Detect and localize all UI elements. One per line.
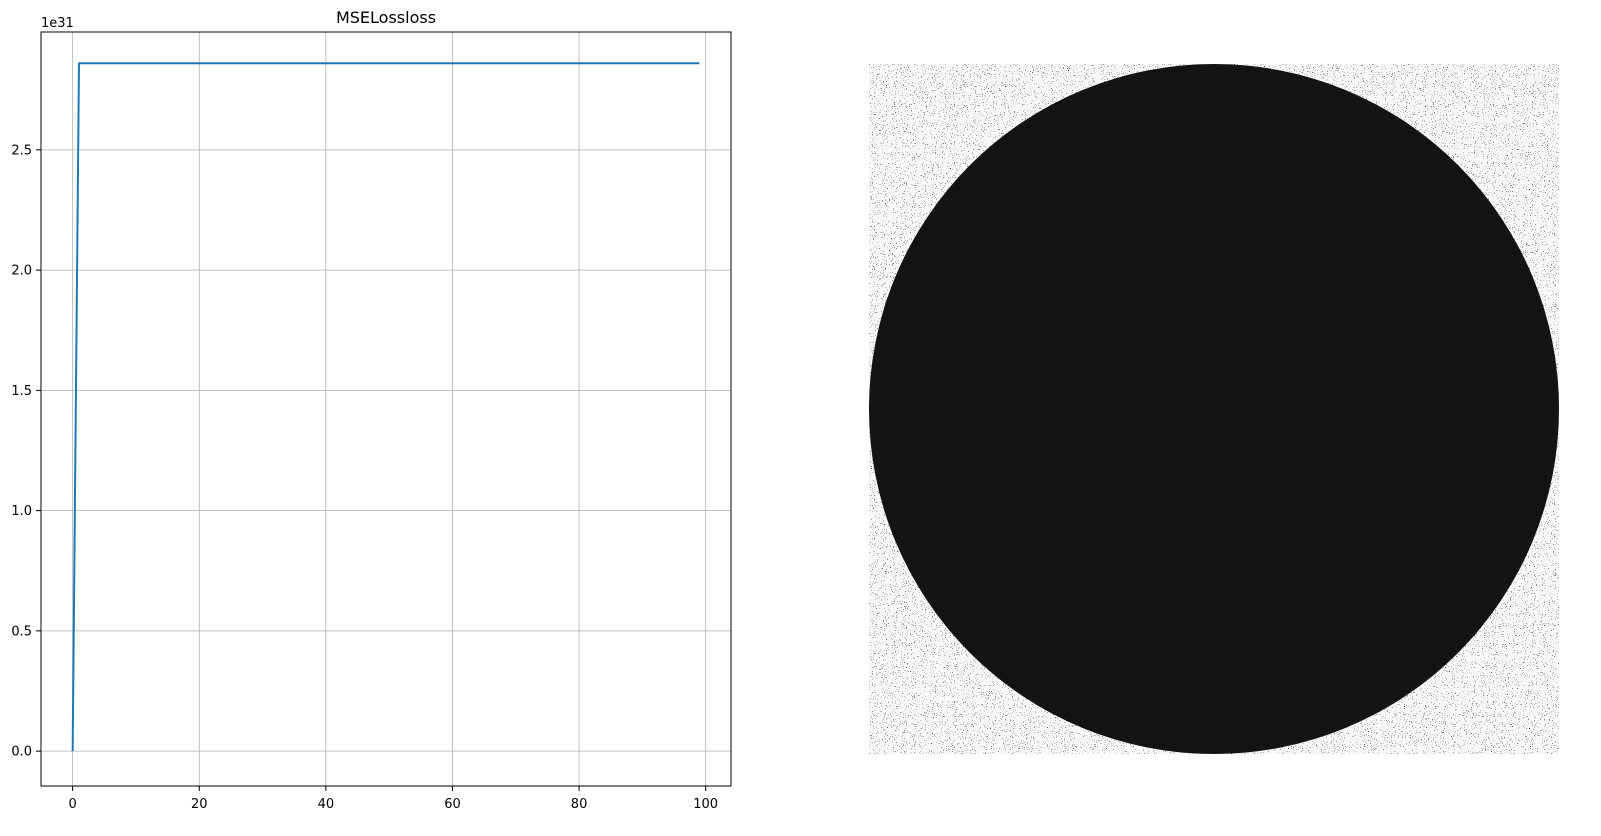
y-tick-label: 1.5 (11, 384, 32, 399)
x-tick-label: 100 (693, 797, 718, 812)
series-line-0 (71, 62, 700, 752)
disc-grain (869, 64, 1559, 754)
y-axis-ticks: 0.0 0.5 1.0 1.5 2.0 2.5 (11, 143, 41, 760)
grid (41, 32, 731, 786)
y-tick-label: 1.0 (11, 504, 32, 519)
x-axis-ticks: 0 20 40 60 80 100 (69, 786, 718, 812)
x-tick-label: 80 (571, 797, 588, 812)
y-tick-label: 2.0 (11, 264, 32, 279)
y-tick-label: 2.5 (11, 143, 32, 158)
series-layer (71, 62, 700, 752)
chart-title: MSELossloss (336, 8, 436, 27)
x-tick-label: 40 (318, 797, 335, 812)
x-tick-label: 60 (444, 797, 461, 812)
loss-plot: MSELossloss 1e31 0 20 40 60 80 100 0.0 0.5 1.0 1… (11, 8, 732, 812)
x-tick-label: 0 (69, 797, 77, 812)
y-tick-label: 0.5 (11, 624, 32, 639)
image-panel (869, 64, 1559, 754)
y-scale-exponent-label: 1e31 (41, 16, 74, 31)
axes-frame (40, 31, 732, 787)
x-tick-label: 20 (191, 797, 208, 812)
y-tick-label: 0.0 (11, 745, 32, 760)
